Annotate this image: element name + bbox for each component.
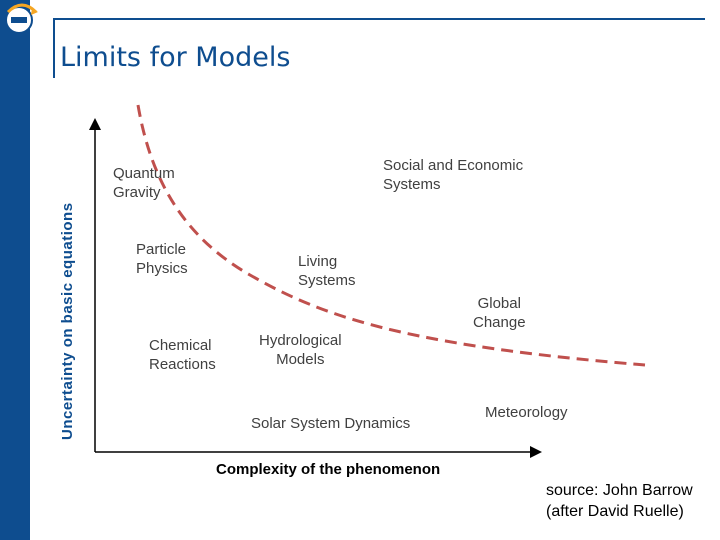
label-hydrological-models: Hydrological Models [259,332,342,368]
label-global-change: Global Change [473,295,526,331]
label-meteorology: Meteorology [485,404,568,421]
page-title: Limits for Models [60,42,291,73]
label-quantum-gravity: Quantum Gravity [113,165,175,201]
title-frame-top [53,18,705,20]
source-note: source: John Barrow (after David Ruelle) [546,482,693,520]
label-solar-system-dynamics: Solar System Dynamics [251,415,411,432]
left-accent-bar [0,0,30,540]
title-frame-left [53,18,55,78]
label-particle-physics: Particle Physics [136,241,188,277]
x-axis-label: Complexity of the phenomenon [216,461,441,478]
logo-icon [5,3,38,34]
limit-curve [136,104,646,367]
label-chemical-reactions: Chemical Reactions [149,337,216,373]
label-living-systems: Living Systems [298,253,356,289]
label-social-economic-systems: Social and Economic Systems [383,157,524,193]
